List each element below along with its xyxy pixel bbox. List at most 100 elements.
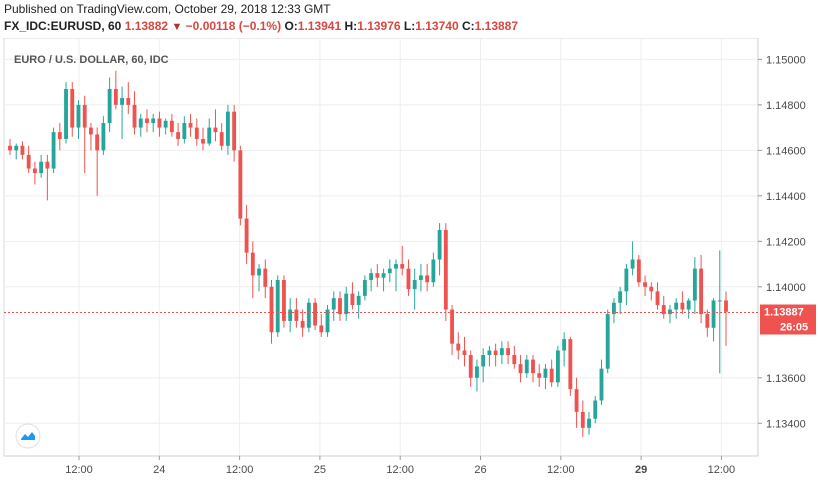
candle-body [107,88,112,124]
candle-body [593,400,598,419]
x-tick-label: 26 [474,464,486,476]
candle-body [14,145,19,151]
candle-body [636,259,641,283]
open-label: O: [284,19,298,33]
chart-title: EURO / U.S. DOLLAR, 60, IDC [14,54,169,66]
candle-body [32,168,37,174]
symbol-ohlc-bar: FX_IDC:EURUSD, 60 1.13882 ▼ −0.00118 (−0… [4,19,518,33]
candle-body [456,343,461,351]
candle-body [319,325,324,333]
candle-body [263,268,268,287]
candle-body [462,350,467,356]
y-tick-label: 1.13600 [766,373,806,385]
candle-body [630,259,635,269]
candle-body [394,264,398,269]
candle-body [151,118,156,124]
countdown-timer: 26:05 [780,321,808,333]
candle-body [169,120,174,133]
candle-body [655,291,660,305]
candle-body [549,368,554,383]
candle-body [176,132,181,139]
candle-body [555,350,560,383]
y-tick-label: 1.14400 [766,191,806,203]
candle-body [89,127,93,135]
candle-body [468,355,473,378]
candle-body [282,279,286,321]
candle-body [238,150,243,219]
published-caption: Published on TradingView.com, October 29… [4,2,331,16]
candle-body [493,350,498,356]
candle-body [64,88,68,139]
candle-body [39,161,44,174]
candle-body [580,411,585,428]
candle-body [518,364,523,374]
last-price-value: 1.13882 [124,19,169,33]
candle-body [387,268,392,274]
candle-body [344,293,349,315]
candle-body [437,229,442,260]
candle-body [475,366,479,378]
candle-body [207,127,212,144]
y-tick-label: 1.13400 [766,418,806,430]
candle-body [375,273,380,278]
candle-body [543,368,548,378]
candle-body [406,268,411,290]
candle-body [325,309,330,333]
candle-body [381,273,386,278]
candle-body [57,132,62,139]
low-label: L: [403,19,416,33]
candle-body [8,145,12,151]
high-value: 1.13976 [357,19,401,33]
candle-body [705,314,710,328]
candle-body [587,418,591,428]
candle-body [680,302,685,310]
x-tick-label: 29 [635,464,647,476]
candle-body [300,320,305,328]
candle-body [562,339,567,351]
candle-body [400,264,405,269]
y-tick-label: 1.14600 [766,145,806,157]
time-axis: 12:00 24 12:00 25 12:00 26 12:00 29 12:00 [65,456,735,476]
candle-body [201,138,205,144]
high-label: H: [344,19,358,33]
candle-body [612,302,616,315]
candle-body [101,123,106,151]
close-value: 1.13887 [474,19,519,33]
candle-body [269,286,274,333]
candle-body [257,268,261,276]
candle-body [699,268,704,315]
open-value: 1.13941 [297,19,342,33]
candle-body [524,359,529,374]
candle-body [70,88,75,128]
candle-body [250,252,255,276]
tradingview-logo-icon[interactable] [15,423,41,449]
x-tick-label: 12:00 [547,464,575,476]
candle-body [138,118,143,128]
candle-body [643,282,647,287]
price-axis: 1.15000 1.14800 1.14600 1.14400 1.14200 1.140… [758,54,806,430]
candle-body [425,275,430,283]
candle-body [225,111,230,146]
y-tick-label: 1.14000 [766,282,806,294]
candle-body [574,389,579,412]
candle-body [76,104,81,128]
close-label: C: [461,19,475,33]
candlestick-chart[interactable]: 1.15000 1.14800 1.14600 1.14400 1.14200 1.140… [0,38,818,499]
candle-body [288,309,293,321]
candle-body [51,132,56,169]
candle-body [120,98,124,105]
last-price-tag: 1.13887 26:05 [760,304,816,335]
candle-body [674,302,679,310]
candle-body [362,279,367,296]
candle-body [499,348,504,356]
candle-body [145,118,149,124]
candle-body [219,132,224,146]
candle-body [306,302,311,328]
candles [8,70,728,437]
candle-body [26,154,31,169]
candle-body [531,359,535,374]
candle-body [194,127,199,139]
candle-body [244,218,249,253]
candle-body [649,286,654,292]
candle-body [350,293,355,305]
